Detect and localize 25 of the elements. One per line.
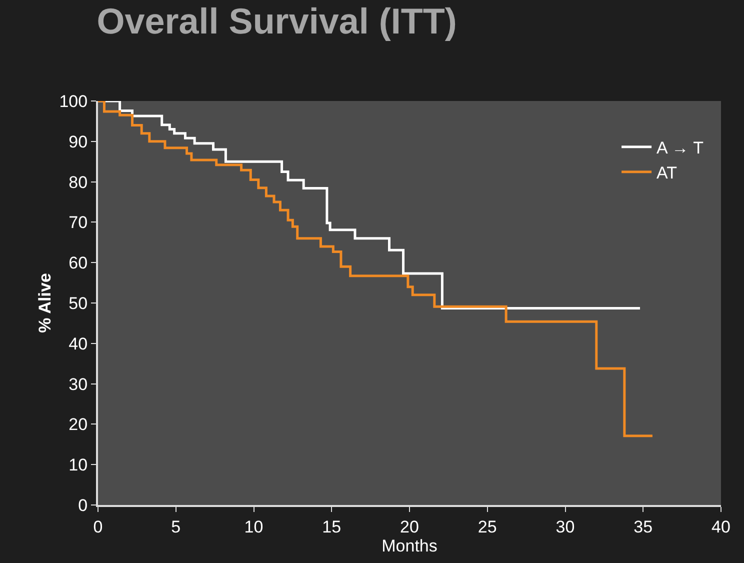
x-tick-label: 25	[478, 517, 497, 536]
x-tick-label: 0	[93, 517, 103, 536]
legend-label: A → T	[656, 138, 704, 158]
x-tick-label: 40	[712, 517, 730, 536]
x-tick-label: 20	[400, 517, 419, 536]
y-tick-label: 20	[68, 415, 88, 434]
y-tick-label: 60	[68, 254, 88, 273]
y-tick-label: 30	[68, 374, 88, 394]
legend-label: AT	[656, 164, 678, 183]
y-tick-label: 70	[68, 213, 88, 232]
x-tick-label: 15	[322, 517, 342, 536]
x-tick-label: 35	[634, 517, 653, 536]
y-tick-label: 50	[68, 294, 88, 313]
y-axis-title: % Alive	[35, 273, 54, 333]
x-axis-title: Months	[382, 536, 438, 556]
x-tick-label: 30	[556, 517, 575, 536]
y-tick-label: 0	[78, 496, 88, 515]
x-tick-label: 10	[244, 517, 264, 536]
y-tick-label: 40	[68, 334, 88, 354]
x-tick-label: 5	[171, 517, 181, 536]
y-tick-label: 100	[59, 92, 88, 111]
y-tick-label: 10	[68, 456, 88, 475]
chart-title: Overall Survival (ITT)	[96, 0, 457, 42]
y-tick-label: 80	[68, 172, 88, 192]
y-tick-label: 90	[68, 132, 88, 152]
